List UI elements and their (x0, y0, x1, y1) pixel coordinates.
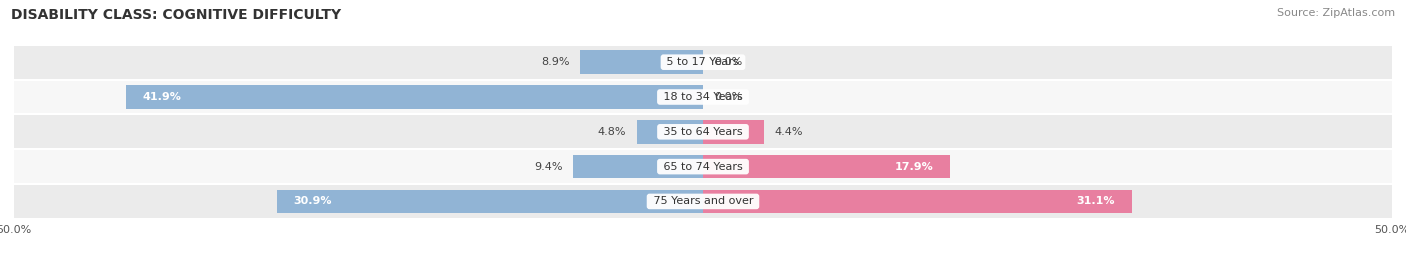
Text: DISABILITY CLASS: COGNITIVE DIFFICULTY: DISABILITY CLASS: COGNITIVE DIFFICULTY (11, 8, 342, 22)
Text: 35 to 64 Years: 35 to 64 Years (659, 127, 747, 137)
Bar (703, 120, 763, 144)
Text: 17.9%: 17.9% (894, 162, 934, 172)
Text: 4.4%: 4.4% (775, 127, 803, 137)
Bar (14, 80, 1392, 114)
Bar (14, 114, 1392, 149)
Text: 0.0%: 0.0% (714, 57, 742, 67)
Text: 18 to 34 Years: 18 to 34 Years (659, 92, 747, 102)
Text: 75 Years and over: 75 Years and over (650, 196, 756, 206)
Text: 8.9%: 8.9% (541, 57, 569, 67)
Bar (14, 149, 1392, 184)
Bar (703, 155, 949, 178)
Bar (14, 45, 1392, 80)
Text: 9.4%: 9.4% (534, 162, 562, 172)
Bar (637, 120, 703, 144)
Text: 30.9%: 30.9% (294, 196, 332, 206)
Bar (14, 184, 1392, 219)
Bar (277, 190, 703, 213)
Text: 4.8%: 4.8% (598, 127, 626, 137)
Bar (125, 85, 703, 109)
Bar (703, 190, 1132, 213)
Text: 65 to 74 Years: 65 to 74 Years (659, 162, 747, 172)
Text: Source: ZipAtlas.com: Source: ZipAtlas.com (1277, 8, 1395, 18)
Text: 5 to 17 Years: 5 to 17 Years (664, 57, 742, 67)
Bar (581, 50, 703, 74)
Text: 0.0%: 0.0% (714, 92, 742, 102)
Text: 31.1%: 31.1% (1077, 196, 1115, 206)
Text: 41.9%: 41.9% (142, 92, 181, 102)
Bar (574, 155, 703, 178)
